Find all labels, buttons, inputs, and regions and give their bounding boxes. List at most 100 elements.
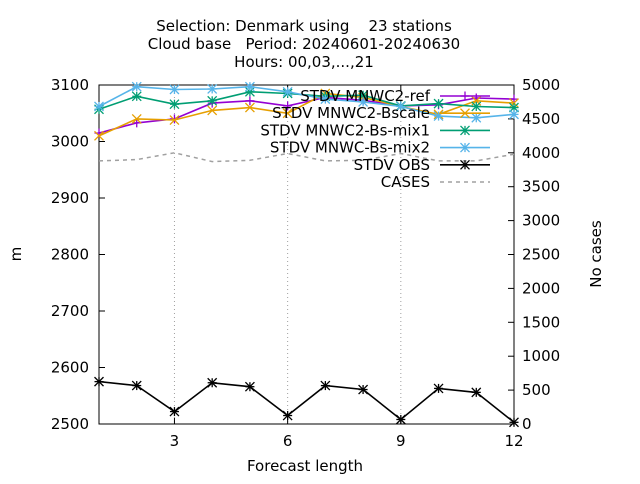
y2-tick-label: 2500 xyxy=(522,246,560,264)
y-axis-label: m xyxy=(7,247,25,262)
y-tick-label: 2900 xyxy=(51,189,89,207)
data-point xyxy=(245,96,255,106)
marker-stroke xyxy=(320,380,331,391)
marker-stroke xyxy=(358,384,369,395)
series-stdv-obs xyxy=(94,376,519,428)
data-point xyxy=(509,109,519,120)
data-point xyxy=(395,414,406,425)
data-point xyxy=(358,384,369,395)
legend-item: STDV MNWC-Bs-mix2 xyxy=(270,139,490,157)
marker-stroke xyxy=(244,102,255,113)
y2-tick-label: 500 xyxy=(522,381,551,399)
y2-tick-label: 4000 xyxy=(522,144,560,162)
series-line xyxy=(98,92,515,137)
data-point xyxy=(244,102,255,113)
marker-stroke xyxy=(94,130,104,141)
series-line xyxy=(98,380,515,423)
data-point xyxy=(207,83,218,94)
data-point xyxy=(358,96,369,107)
data-point xyxy=(471,387,482,398)
marker-stroke xyxy=(460,142,470,153)
legend-item: STDV OBS xyxy=(354,156,490,174)
marker-stroke xyxy=(94,376,104,387)
data-point xyxy=(94,130,104,141)
marker-stroke xyxy=(131,113,142,124)
marker-stroke xyxy=(509,109,519,120)
grid xyxy=(173,85,402,424)
marker-stroke xyxy=(244,381,255,392)
marker-stroke xyxy=(207,95,218,106)
marker-stroke xyxy=(169,115,180,125)
legend-item: STDV MNWC2-Bscale xyxy=(272,104,490,122)
legend-label: STDV MNWC2-Bscale xyxy=(272,104,430,122)
legend-item: STDV MNWC2-ref xyxy=(300,87,490,105)
x-tick-label: 9 xyxy=(396,432,406,450)
data-point xyxy=(471,112,482,123)
data-point xyxy=(471,101,482,112)
data-point xyxy=(433,98,444,109)
y2-tick-label: 4500 xyxy=(522,110,560,128)
y-tick-label: 3000 xyxy=(51,133,89,151)
data-point xyxy=(207,105,218,116)
marker-stroke xyxy=(460,159,470,170)
data-point xyxy=(460,142,470,153)
data-point xyxy=(169,99,180,110)
marker-stroke xyxy=(207,105,218,116)
data-point xyxy=(433,383,444,394)
data-point xyxy=(283,101,293,111)
y-tick-label: 2800 xyxy=(51,246,89,264)
data-point xyxy=(207,377,218,388)
data-point xyxy=(509,417,519,428)
data-point xyxy=(94,376,104,387)
y2-tick-label: 3000 xyxy=(522,212,560,230)
marker-stroke xyxy=(94,101,104,112)
legend-label: CASES xyxy=(381,173,430,191)
x-axis-label: Forecast length xyxy=(247,457,363,475)
legend-label: STDV OBS xyxy=(354,156,430,174)
data-point xyxy=(132,118,142,128)
marker-stroke xyxy=(471,387,482,398)
marker-stroke xyxy=(471,112,482,123)
data-point xyxy=(460,91,470,101)
marker-stroke xyxy=(471,101,482,112)
x-tick-label: 6 xyxy=(283,432,293,450)
legend-item: STDV MNWC2-Bs-mix1 xyxy=(260,121,490,139)
marker-stroke xyxy=(131,91,142,102)
data-point xyxy=(320,380,331,391)
data-point xyxy=(395,101,406,112)
marker-stroke xyxy=(131,380,142,391)
series-cases xyxy=(98,152,515,163)
title-line: Selection: Denmark using 23 stations xyxy=(156,17,452,35)
marker-stroke xyxy=(320,94,331,105)
marker-stroke xyxy=(207,83,218,94)
title-line: Hours: 00,03,...,21 xyxy=(234,53,374,71)
data-point xyxy=(460,125,470,136)
series-line xyxy=(98,85,515,119)
marker-stroke xyxy=(395,101,406,112)
data-point xyxy=(460,108,470,119)
data-point xyxy=(282,108,293,119)
marker-stroke xyxy=(244,81,255,92)
data-point xyxy=(320,94,331,105)
data-point xyxy=(131,380,142,391)
data-point xyxy=(244,381,255,392)
y2-tick-label: 1000 xyxy=(522,347,560,365)
marker-stroke xyxy=(131,81,142,92)
y2-tick-label: 3500 xyxy=(522,178,560,196)
y2-tick-label: 0 xyxy=(522,415,532,433)
legend-label: STDV MNWC-Bs-mix2 xyxy=(270,139,430,157)
x-tick-label: 12 xyxy=(504,432,523,450)
marker-stroke xyxy=(282,86,293,97)
data-point xyxy=(131,113,142,124)
title-line: Cloud base Period: 20240601-20240630 xyxy=(148,35,460,53)
marker-stroke xyxy=(169,406,180,417)
marker-stroke xyxy=(460,108,470,119)
data-point xyxy=(131,91,142,102)
y-tick-label: 3100 xyxy=(51,76,89,94)
data-point xyxy=(282,86,293,97)
marker-stroke xyxy=(282,410,293,421)
y2-axis-label: No cases xyxy=(587,220,605,288)
data-point xyxy=(169,406,180,417)
data-point xyxy=(509,98,519,109)
